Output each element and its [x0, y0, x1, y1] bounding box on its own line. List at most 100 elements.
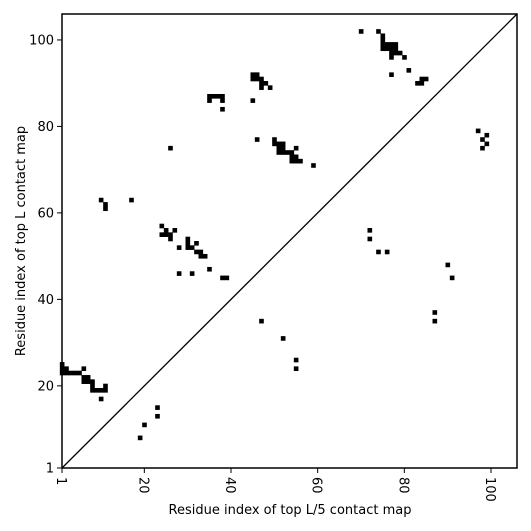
contact-point-upper	[272, 137, 277, 142]
contact-point-upper	[98, 396, 104, 402]
contact-point-upper	[220, 275, 225, 281]
contact-point-upper	[480, 137, 485, 142]
contact-point-lower	[259, 318, 264, 324]
contact-point-upper	[215, 93, 221, 99]
contact-point-upper	[198, 249, 204, 255]
contact-point-upper	[59, 362, 65, 367]
x-tick-label: 1	[53, 477, 68, 485]
contact-point-upper	[220, 106, 225, 112]
contact-point-upper	[168, 232, 173, 237]
contact-point-upper	[59, 366, 65, 372]
x-tick-label: 40	[222, 477, 237, 494]
contact-point-upper	[59, 370, 65, 376]
contact-point-upper	[276, 145, 282, 151]
contact-point-upper	[380, 37, 386, 43]
contact-point-lower	[449, 275, 455, 281]
x-tick-label: 60	[309, 477, 324, 494]
contact-point-upper	[98, 197, 104, 203]
contact-point-lower	[432, 318, 438, 324]
contact-point-upper	[90, 388, 95, 393]
contact-point-upper	[358, 29, 364, 34]
contact-point-upper	[211, 93, 217, 99]
contact-point-upper	[185, 241, 191, 246]
contact-point-upper	[254, 137, 260, 142]
contact-point-upper	[276, 141, 282, 147]
contact-point-upper	[289, 158, 295, 164]
y-tick-label: 80	[37, 120, 54, 135]
contact-point-upper	[389, 72, 394, 77]
contact-point-lower	[367, 236, 373, 242]
contact-point-upper	[384, 46, 390, 52]
contact-point-upper	[389, 50, 394, 56]
contact-point-lower	[280, 336, 286, 341]
contact-point-upper	[64, 366, 69, 372]
contact-point-upper	[250, 98, 256, 103]
y-tick-label: 20	[37, 379, 54, 394]
contact-point-upper	[207, 98, 212, 103]
contact-point-lower	[367, 228, 373, 233]
contact-point-lower	[384, 249, 390, 255]
contact-point-upper	[280, 150, 286, 155]
contact-point-upper	[259, 85, 264, 90]
contact-point-upper	[103, 206, 108, 212]
contact-point-upper	[98, 388, 104, 393]
contact-point-upper	[198, 253, 204, 259]
contact-point-upper	[259, 76, 264, 82]
contact-point-upper	[220, 93, 225, 99]
contact-point-upper	[254, 72, 260, 77]
contact-point-upper	[254, 76, 260, 82]
points-layer	[59, 29, 490, 441]
contact-point-upper	[393, 46, 399, 52]
contact-point-upper	[293, 154, 299, 160]
contact-point-upper	[185, 245, 191, 250]
y-tick-label: 60	[37, 206, 54, 221]
contact-point-upper	[85, 375, 91, 380]
contact-point-lower	[142, 422, 147, 428]
contact-point-upper	[289, 154, 295, 160]
contact-point-upper	[298, 158, 303, 164]
contact-point-upper	[289, 150, 295, 155]
contact-point-upper	[81, 375, 87, 380]
contact-point-upper	[90, 383, 95, 389]
contact-point-lower	[155, 413, 160, 419]
contact-point-upper	[389, 42, 394, 47]
contact-point-upper	[419, 81, 425, 86]
x-tick-label: 20	[135, 477, 150, 494]
contact-point-upper	[311, 163, 316, 168]
contact-point-upper	[280, 145, 286, 151]
contact-point-upper	[484, 132, 490, 138]
contact-point-upper	[90, 379, 95, 384]
contact-point-lower	[376, 249, 381, 255]
contact-point-upper	[267, 85, 273, 90]
contact-point-upper	[393, 42, 399, 47]
contact-point-upper	[293, 158, 299, 164]
contact-point-upper	[384, 42, 390, 47]
contact-point-lower	[432, 310, 438, 315]
y-tick-label: 100	[29, 33, 54, 48]
contact-point-upper	[168, 145, 173, 151]
contact-point-upper	[194, 249, 199, 255]
contact-point-upper	[220, 98, 225, 103]
contact-point-upper	[163, 228, 169, 233]
contact-point-upper	[415, 81, 420, 86]
contact-point-lower	[445, 262, 451, 268]
contact-point-upper	[159, 223, 165, 229]
contact-point-upper	[280, 141, 286, 147]
contact-point-lower	[293, 357, 299, 363]
contact-point-upper	[68, 370, 74, 376]
contact-point-upper	[389, 55, 394, 60]
contact-point-upper	[64, 370, 69, 376]
contact-point-lower	[293, 366, 299, 372]
contact-point-upper	[276, 150, 282, 155]
contact-point-upper	[393, 50, 399, 56]
contact-point-upper	[475, 128, 481, 134]
contact-point-lower	[155, 405, 160, 410]
contact-point-upper	[103, 388, 108, 393]
contact-point-upper	[250, 72, 256, 77]
x-axis-ticks: 1 20 40 60 80 100	[53, 468, 497, 502]
contact-point-upper	[72, 370, 78, 376]
contact-point-upper	[176, 271, 182, 276]
contact-point-upper	[419, 76, 425, 82]
contact-point-upper	[194, 241, 199, 246]
contact-point-upper	[380, 46, 386, 52]
